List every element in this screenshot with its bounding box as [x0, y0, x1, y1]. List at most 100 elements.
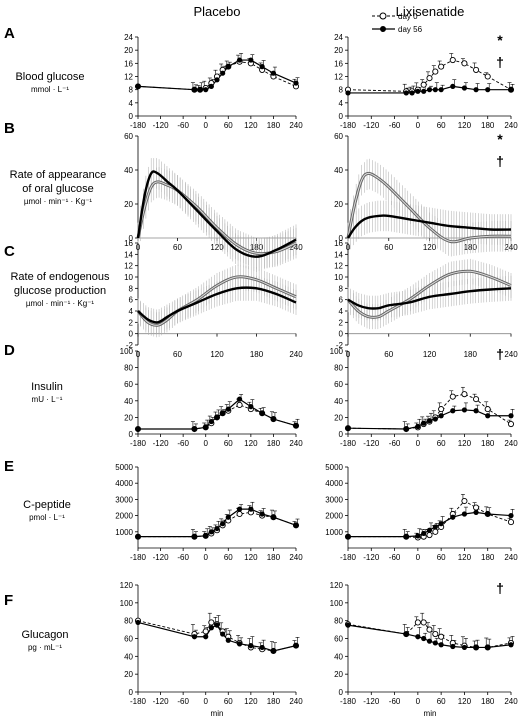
point-day56	[248, 404, 254, 410]
row-unit-B: µmol · min⁻¹ · Kg⁻¹	[24, 197, 93, 206]
point-day56	[135, 83, 141, 89]
x-tick-label: 120	[458, 439, 472, 448]
point-day0	[426, 626, 433, 633]
point-day56	[485, 644, 491, 651]
y-tick-label: 4000	[325, 479, 343, 488]
x-tick-label: 120	[423, 243, 437, 252]
x-tick-label: 180	[267, 439, 281, 448]
series-day56-line	[347, 287, 512, 310]
x-tick-label: 180	[267, 553, 281, 562]
point-day56	[508, 413, 514, 419]
y-tick-label: 60	[124, 635, 133, 644]
x-tick-label: 60	[437, 697, 446, 706]
panel-letter-B: B	[4, 120, 15, 137]
chart-E-placebo: 1000 2000 3000 4000 5000 -180 -120 -60 0 60 120 180…	[115, 463, 303, 562]
row-unit-F: pg · mL⁻¹	[28, 643, 62, 652]
point-day56	[270, 648, 277, 654]
point-day56	[485, 511, 491, 517]
y-tick-label: 2000	[325, 512, 343, 521]
chart-C-lixisenatide: -20246810121416060120180240	[334, 239, 518, 359]
x-tick-label: -60	[389, 697, 401, 706]
point-day0	[461, 391, 468, 398]
y-tick-label: 20	[334, 46, 343, 55]
x-tick-label: 0	[416, 121, 421, 130]
x-tick-label: -180	[130, 553, 147, 562]
point-day56	[220, 521, 226, 527]
point-day56	[508, 87, 514, 93]
point-day56	[220, 70, 226, 76]
chart-D-lixisenatide: 0 20 40 60 80 100 -180 -120 -60 0 60 120 180 240	[330, 347, 519, 448]
row-label-E-0: C-peptide	[23, 499, 71, 511]
y-tick-label: 0	[129, 234, 134, 243]
y-tick-label: 5000	[325, 463, 343, 472]
x-tick-label: 120	[458, 553, 472, 562]
point-day56	[270, 416, 277, 422]
y-tick-label: 60	[124, 132, 133, 141]
point-day56	[259, 64, 265, 70]
x-tick-label: -180	[340, 697, 357, 706]
point-day0	[236, 401, 243, 409]
point-day56	[225, 64, 231, 70]
x-tick-label: 240	[289, 697, 303, 706]
chart-A-placebo: 0 4 8 12 16 20 24 -180 -120 -60 0 60 120 180 240	[124, 33, 303, 130]
y-tick-label: 0	[129, 112, 134, 121]
point-day56	[426, 638, 433, 644]
chart-F-placebo: 0 20 40 60 80 100 120 -180 -120 -60 0 60 120 180 240	[120, 581, 304, 706]
y-tick-label: 6	[339, 296, 344, 305]
y-tick-label: 12	[124, 262, 133, 271]
y-tick-label: 40	[334, 652, 343, 661]
x-tick-label: 180	[267, 121, 281, 130]
sig-marker-D-0: †	[496, 346, 504, 362]
x-tick-label: -60	[389, 553, 401, 562]
y-tick-label: 20	[334, 413, 343, 422]
point-day56	[508, 642, 514, 648]
y-tick-label: 8	[339, 86, 344, 95]
point-day56	[438, 521, 444, 527]
point-day56	[259, 511, 265, 517]
point-day56	[214, 77, 220, 83]
legend-day56-marker	[380, 26, 386, 32]
y-tick-label: 2	[339, 318, 344, 327]
x-tick-label: 240	[504, 439, 518, 448]
y-tick-label: 16	[334, 59, 343, 68]
x-tick-label: 180	[267, 697, 281, 706]
y-tick-label: 0	[129, 688, 134, 697]
point-day56	[450, 408, 456, 414]
row-unit-A: mmol · L⁻¹	[31, 85, 69, 94]
point-day56	[203, 87, 209, 93]
point-day56	[426, 87, 433, 93]
y-tick-label: 4000	[115, 479, 133, 488]
point-day56	[461, 511, 468, 517]
point-day0	[420, 81, 427, 88]
point-day56	[432, 524, 438, 530]
x-tick-label: -180	[130, 439, 147, 448]
point-day56	[191, 87, 198, 93]
point-day56	[403, 90, 409, 96]
point-day56	[485, 413, 491, 419]
point-day56	[345, 622, 351, 628]
row-label-B-1: of oral glucose	[22, 183, 94, 195]
x-tick-label: 0	[203, 121, 208, 130]
y-tick-label: 10	[334, 273, 343, 282]
panel-letter-A: A	[4, 25, 15, 42]
y-tick-label: 20	[334, 670, 343, 679]
legend-day56-label: day 56	[398, 25, 423, 34]
point-day0	[438, 633, 445, 640]
point-day56	[461, 644, 468, 651]
point-day56	[236, 396, 243, 402]
point-day56	[135, 619, 141, 626]
point-day56	[220, 410, 226, 416]
y-tick-label: 40	[334, 397, 343, 406]
x-tick-label: -60	[177, 121, 189, 130]
point-day0	[426, 531, 433, 539]
x-tick-label: -180	[340, 439, 357, 448]
y-tick-label: 60	[334, 132, 343, 141]
point-day56	[191, 634, 198, 640]
y-tick-label: 20	[124, 46, 133, 55]
row-label-B-0: Rate of appearance	[10, 169, 107, 181]
row-label-F-0: Glucagon	[21, 629, 68, 641]
y-tick-label: 0	[129, 330, 134, 339]
x-tick-label: 60	[224, 553, 233, 562]
x-tick-label: 240	[504, 121, 518, 130]
chart-A-lixisenatide: 0 4 8 12 16 20 24 -180 -120 -60 0 60 120 180 240	[334, 33, 518, 130]
